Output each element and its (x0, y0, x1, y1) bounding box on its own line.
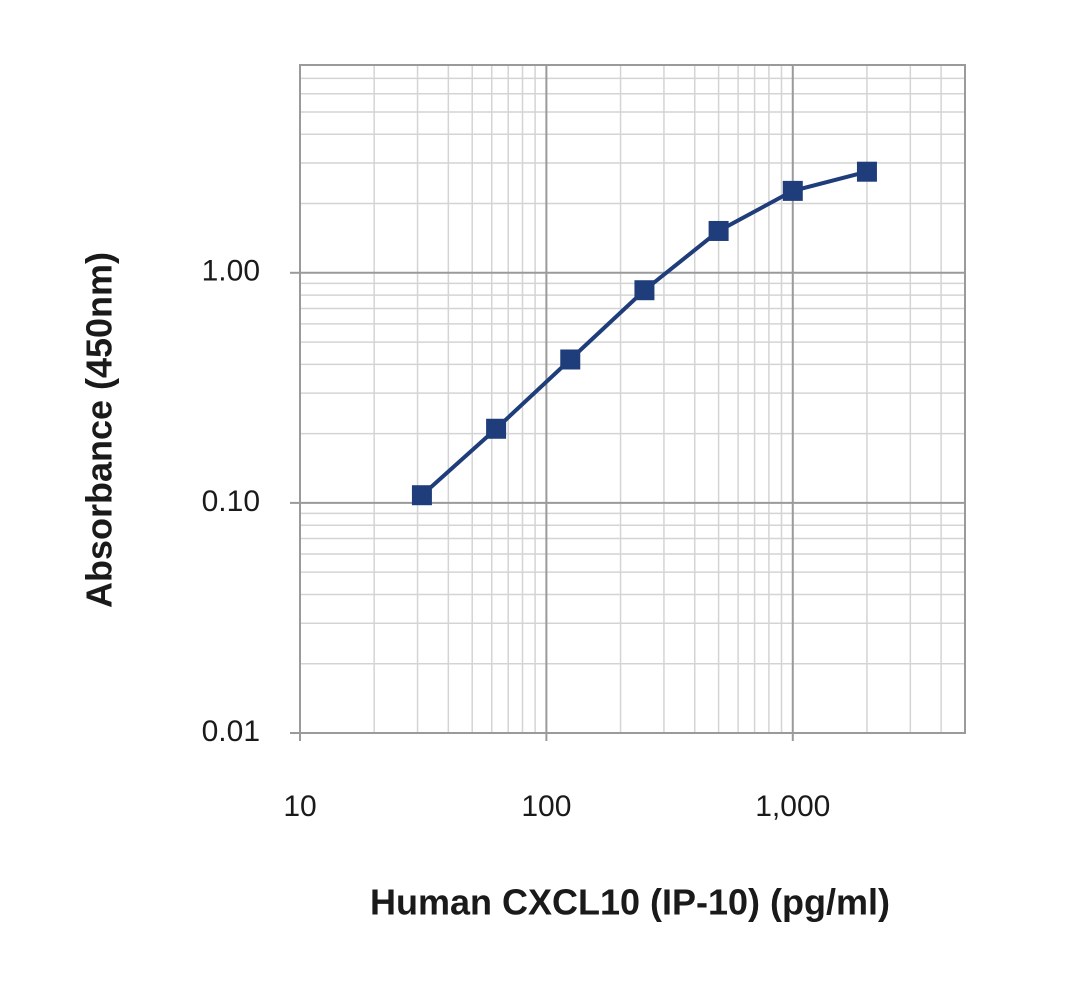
x-tick-label: 100 (521, 790, 571, 823)
y-tick-label: 0.10 (202, 485, 260, 518)
marker (560, 349, 581, 370)
plot-frame (299, 64, 966, 734)
x-tick-label: 10 (283, 790, 316, 823)
y-tick-label: 0.01 (202, 715, 260, 748)
x-tick-label: 1,000 (755, 790, 830, 823)
marker (486, 418, 507, 439)
x-axis-title: Human CXCL10 (IP-10) (pg/ml) (370, 882, 890, 923)
y-tick-label: 1.00 (202, 255, 260, 288)
marker (634, 280, 655, 301)
series-line (420, 169, 868, 497)
marker (856, 161, 877, 182)
marker (411, 485, 432, 506)
marker (782, 180, 803, 201)
y-axis-title: Absorbance (450nm) (79, 252, 120, 608)
marker (708, 220, 729, 241)
